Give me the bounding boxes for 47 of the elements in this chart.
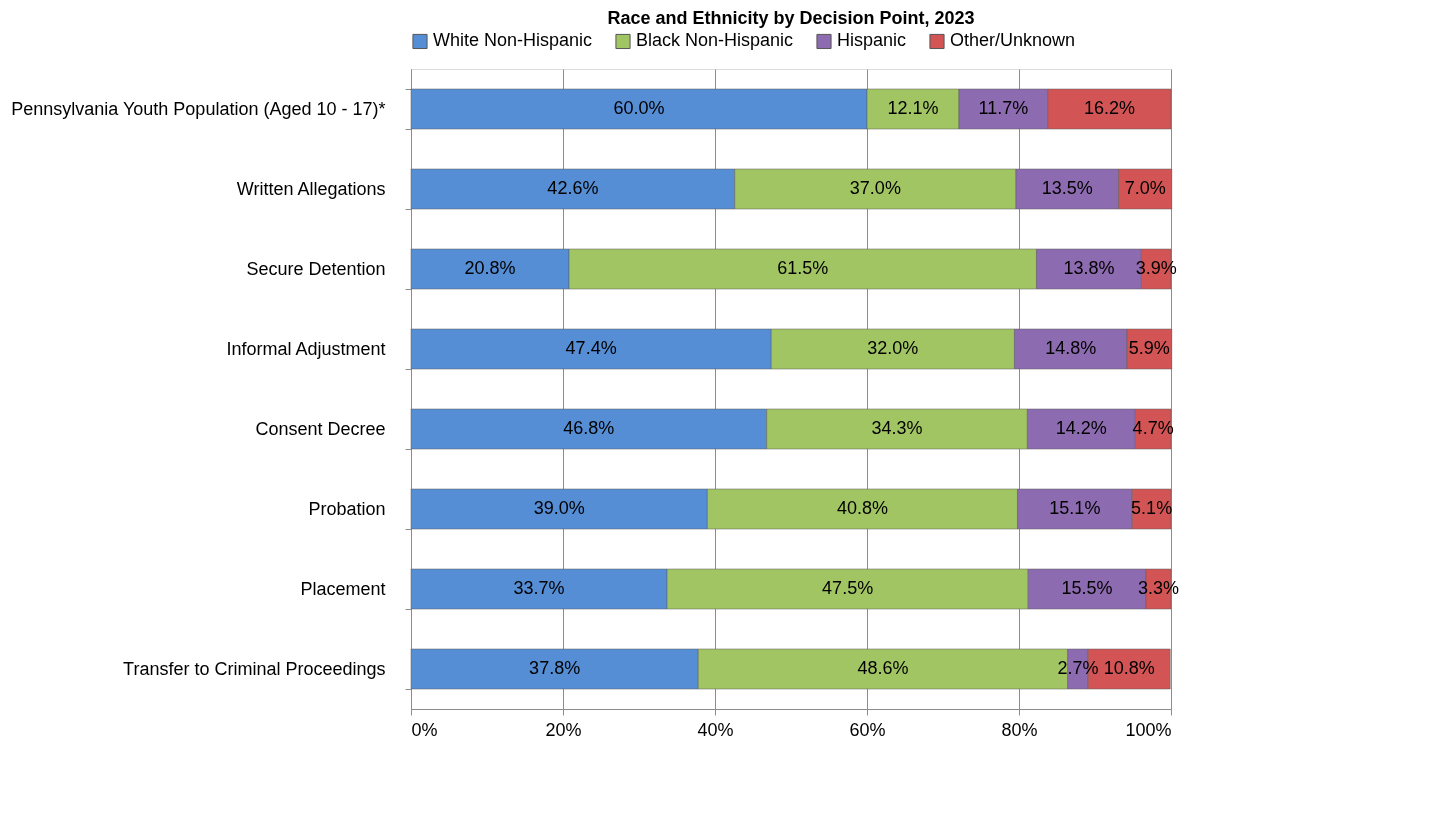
x-tick-label: 40% (697, 719, 734, 740)
y-tick-label: Pennsylvania Youth Population (Aged 10 - 17)* (11, 98, 386, 119)
data-label: 47.5% (822, 578, 874, 598)
y-tick-label: Written Allegations (236, 178, 386, 199)
y-tick-label: Secure Detention (246, 258, 386, 279)
data-label: 5.1% (1131, 498, 1173, 518)
data-label: 10.8% (1103, 658, 1155, 678)
data-label: 5.9% (1128, 338, 1170, 358)
data-label: 14.8% (1045, 338, 1097, 358)
y-tick-label: Transfer to Criminal Proceedings (123, 658, 386, 679)
data-label: 39.0% (533, 498, 585, 518)
y-tick-label: Informal Adjustment (226, 338, 386, 359)
legend-label: Hispanic (837, 30, 907, 51)
data-label: 15.1% (1049, 498, 1101, 518)
x-tick-label: 0% (411, 719, 438, 740)
y-tick-label: Probation (308, 498, 386, 519)
legend-label: Other/Unknown (950, 30, 1076, 51)
data-label: 34.3% (871, 418, 923, 438)
legend-label: White Non-Hispanic (433, 30, 593, 51)
x-tick-label: 60% (849, 719, 886, 740)
x-tick-label: 100% (1125, 719, 1172, 740)
data-label: 48.6% (857, 658, 909, 678)
data-label: 11.7% (978, 98, 1029, 118)
data-label: 16.2% (1083, 98, 1135, 118)
chart-title: Race and Ethnicity by Decision Point, 2023 (607, 8, 975, 28)
data-label: 33.7% (513, 578, 565, 598)
data-label: 14.2% (1055, 418, 1107, 438)
data-label: 61.5% (777, 258, 829, 278)
y-tick-label: Consent Decree (255, 418, 386, 439)
y-tick-label: Placement (300, 578, 386, 599)
data-label: 46.8% (563, 418, 615, 438)
data-label: 13.8% (1063, 258, 1115, 278)
data-label: 32.0% (867, 338, 919, 358)
data-label: 7.0% (1124, 178, 1166, 198)
x-tick-label: 80% (1001, 719, 1038, 740)
data-label: 13.5% (1041, 178, 1093, 198)
data-label: 47.4% (565, 338, 617, 358)
data-label: 20.8% (464, 258, 516, 278)
data-label: 12.1% (887, 98, 939, 118)
data-label: 60.0% (613, 98, 665, 118)
data-label: 40.8% (836, 498, 888, 518)
data-label: 42.6% (547, 178, 599, 198)
data-label: 15.5% (1061, 578, 1113, 598)
legend-label: Black Non-Hispanic (636, 30, 794, 51)
data-label: 37.8% (529, 658, 581, 678)
x-tick-label: 20% (545, 719, 582, 740)
data-label: 37.0% (849, 178, 901, 198)
